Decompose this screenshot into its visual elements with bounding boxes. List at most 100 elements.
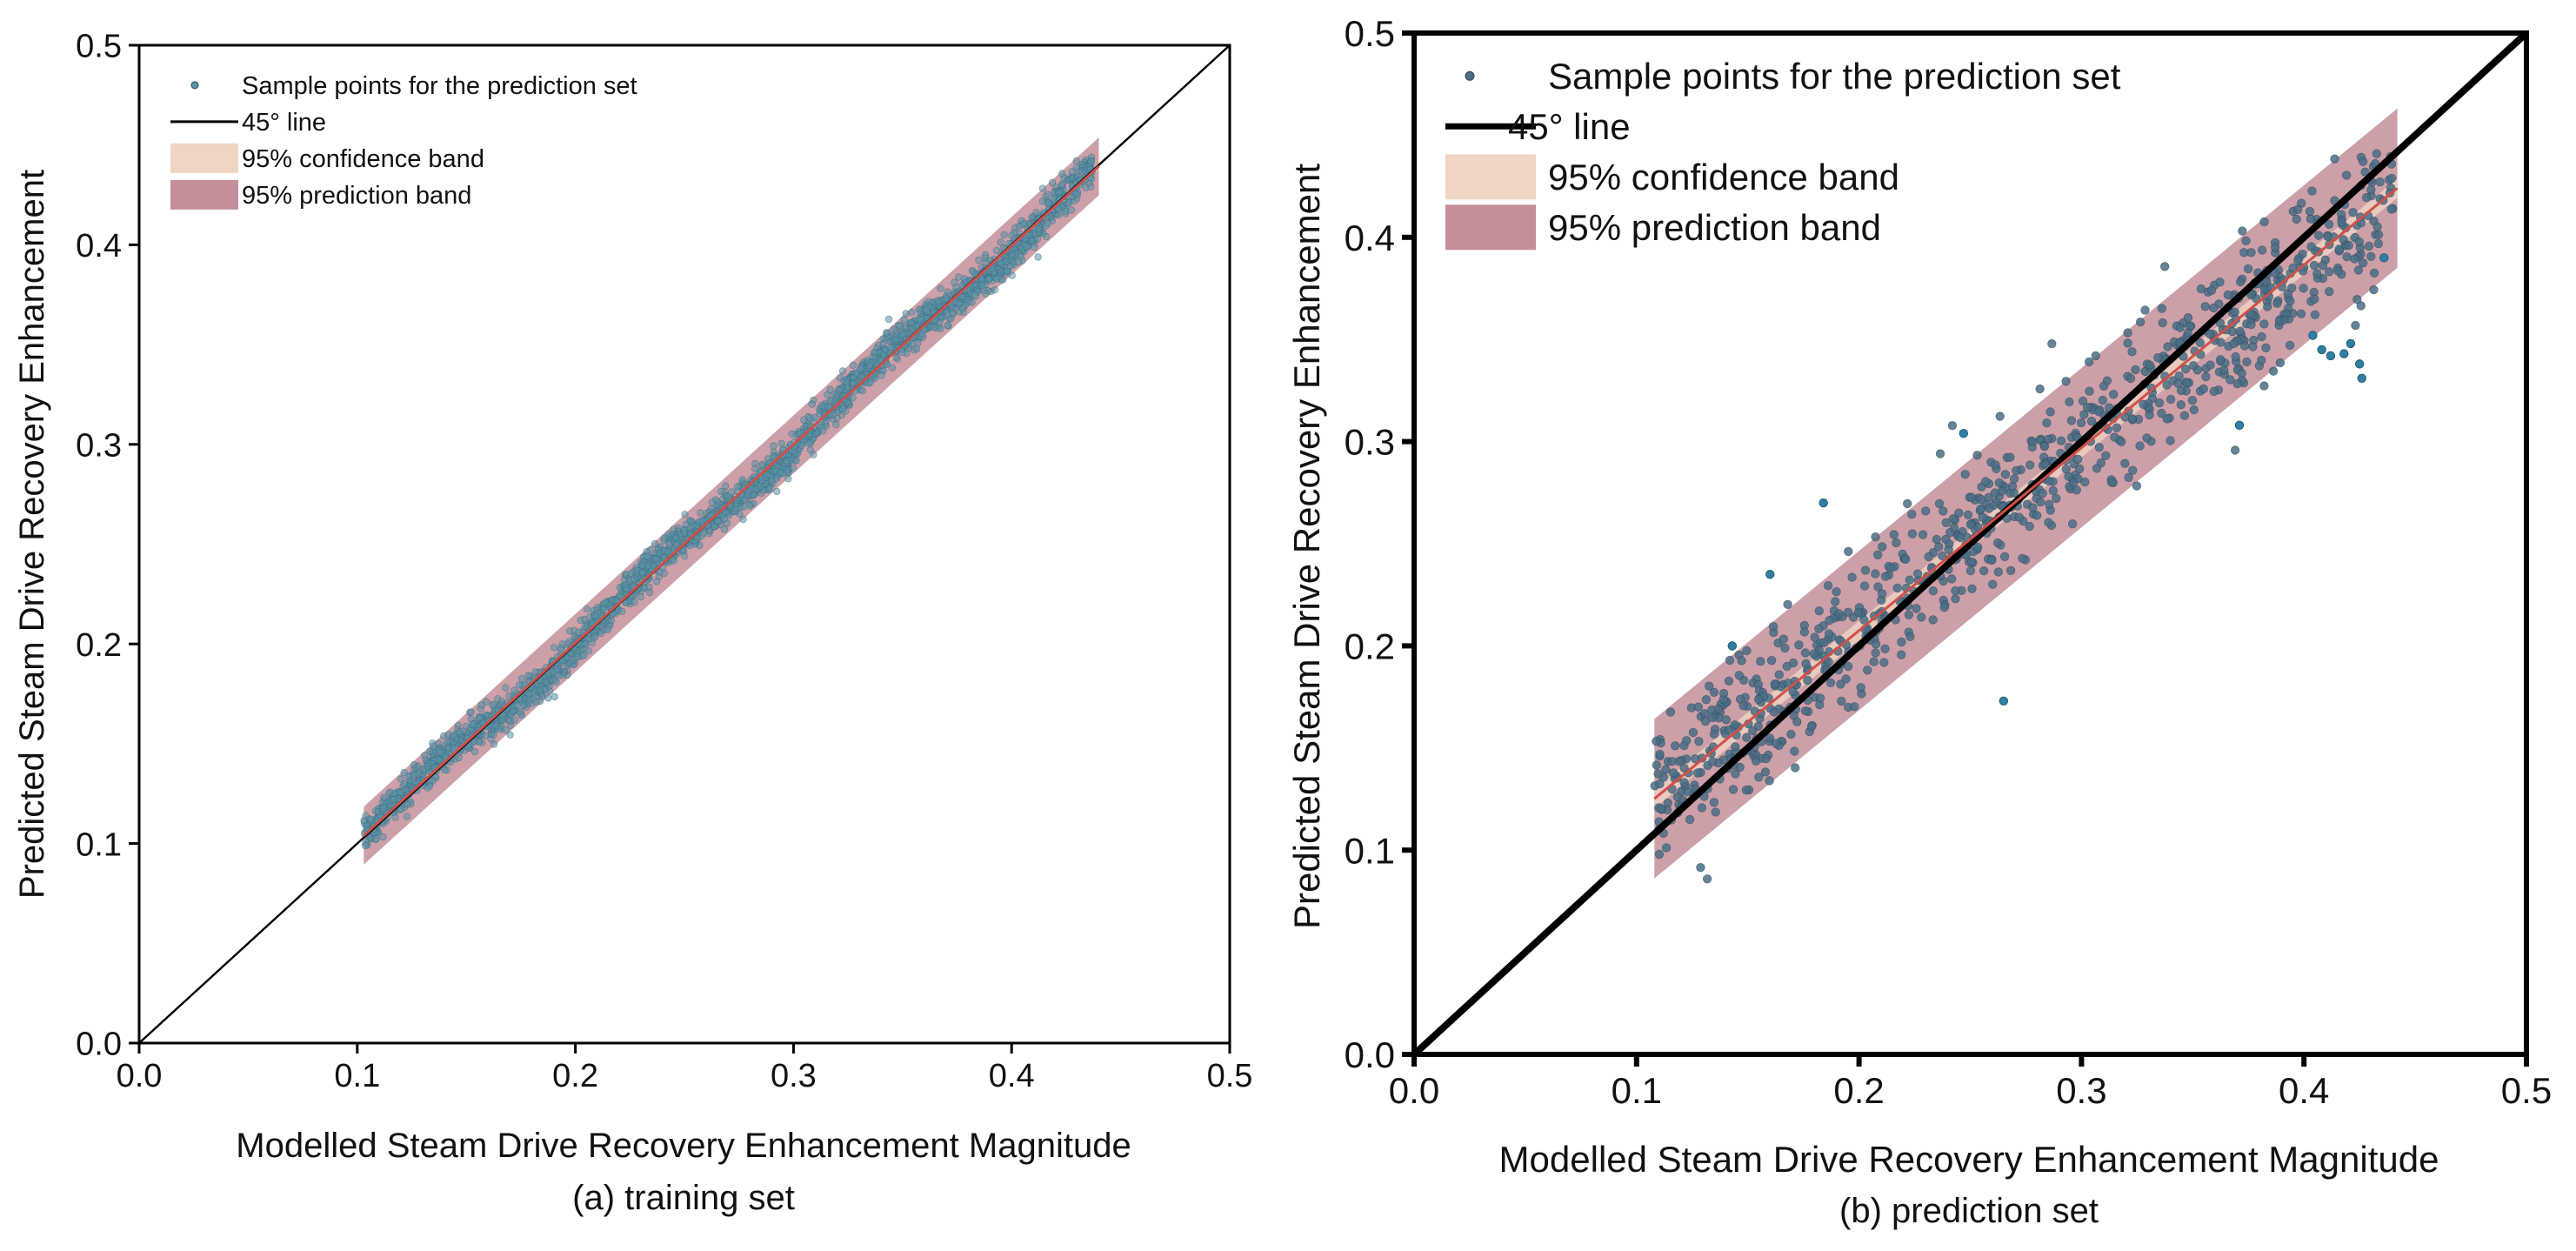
data-point: [721, 508, 729, 516]
x-axis-label-a: Modelled Steam Drive Recovery Enhancemen…: [236, 1127, 1131, 1165]
data-point: [559, 657, 567, 665]
data-point: [857, 365, 864, 373]
data-point: [1949, 523, 1959, 532]
data-point: [1830, 597, 1840, 606]
data-point: [1022, 243, 1031, 251]
data-point: [2248, 342, 2258, 351]
y-tick-label: 0.4: [1345, 217, 1395, 258]
data-point: [1951, 585, 1960, 596]
data-point: [2346, 338, 2356, 349]
data-point: [984, 275, 993, 284]
data-point: [843, 378, 851, 386]
data-point: [1869, 657, 1879, 666]
data-point: [1843, 661, 1853, 672]
data-point: [2162, 380, 2172, 390]
data-point: [591, 611, 599, 619]
data-point: [722, 482, 730, 490]
data-point: [2372, 149, 2382, 158]
data-point: [773, 487, 781, 496]
data-point: [1814, 624, 1824, 634]
data-point: [2237, 368, 2247, 378]
data-point: [2313, 231, 2324, 240]
data-point: [888, 364, 897, 371]
data-point: [1790, 763, 1800, 773]
data-point: [665, 540, 673, 548]
data-point: [814, 428, 822, 436]
data-point: [390, 796, 397, 804]
data-point: [2286, 297, 2295, 306]
data-point: [2293, 256, 2303, 265]
data-point: [1987, 579, 1998, 589]
line-45-b: [1411, 30, 2529, 1057]
data-point: [1721, 715, 1732, 725]
y-tick-label: 0.4: [76, 228, 122, 264]
data-point: [2262, 302, 2272, 311]
data-point: [1944, 545, 1953, 555]
data-point: [1655, 779, 1665, 789]
data-point: [1737, 656, 1746, 666]
data-point: [1979, 566, 1989, 576]
data-point: [2339, 235, 2348, 244]
data-point: [1078, 168, 1086, 176]
data-point: [1071, 190, 1080, 197]
data-point: [2182, 378, 2192, 388]
data-point: [1038, 184, 1047, 192]
data-point: [2110, 432, 2119, 442]
data-point: [2360, 167, 2370, 177]
data-point: [2040, 459, 2050, 469]
data-point: [2308, 331, 2318, 340]
data-point: [1934, 498, 1945, 509]
data-point: [2035, 497, 2045, 507]
data-point: [908, 308, 916, 316]
data-point: [2364, 241, 2374, 251]
data-point: [1941, 518, 1952, 528]
data-point: [2215, 355, 2226, 365]
data-point: [1768, 622, 1779, 632]
legend-points-symbol-b: [1465, 70, 1475, 81]
data-point: [1765, 570, 1775, 579]
data-point: [1862, 666, 1872, 675]
data-point: [2091, 351, 2100, 361]
data-point: [391, 813, 399, 821]
data-point: [2354, 359, 2365, 369]
data-point: [2366, 185, 2376, 195]
data-point: [991, 285, 998, 294]
data-point: [571, 632, 578, 640]
data-point: [891, 336, 899, 344]
data-point: [2386, 204, 2397, 214]
data-point: [1042, 222, 1050, 230]
data-point: [884, 315, 893, 324]
data-point: [2035, 384, 2045, 394]
data-point: [1879, 658, 1889, 667]
data-point: [584, 634, 593, 643]
data-point: [2241, 236, 2251, 246]
data-point: [2066, 416, 2077, 425]
data-point: [1656, 804, 1666, 813]
data-point: [2372, 222, 2382, 231]
data-point: [1728, 785, 1738, 794]
data-point: [1735, 694, 1745, 705]
data-point: [2386, 173, 2397, 184]
data-point: [826, 385, 834, 394]
data-point: [2358, 157, 2368, 167]
ticks-b: 0.0 0.1 0.2 0.3 0.4 0.5 0.0 0.1 0.2 0.3 0.4 0.5: [1345, 13, 2553, 1111]
data-point: [898, 331, 907, 338]
data-point: [1995, 411, 2005, 421]
data-point: [1907, 529, 1918, 539]
data-point: [2243, 264, 2253, 274]
data-point: [1967, 584, 1977, 594]
data-point: [900, 316, 908, 324]
data-point: [1055, 188, 1063, 197]
data-point: [1067, 206, 1076, 214]
data-point: [2123, 328, 2132, 338]
y-axis-label-a: Predicted Steam Drive Recovery Enhanceme…: [13, 170, 51, 899]
data-point: [1765, 776, 1774, 786]
data-point: [751, 485, 759, 493]
data-point: [1896, 650, 1906, 659]
data-point: [1999, 552, 2010, 562]
data-point: [1033, 235, 1042, 243]
data-point: [797, 441, 806, 449]
data-point: [1694, 737, 1704, 746]
data-point: [2201, 371, 2211, 382]
fit-line-b: [1653, 187, 2399, 800]
